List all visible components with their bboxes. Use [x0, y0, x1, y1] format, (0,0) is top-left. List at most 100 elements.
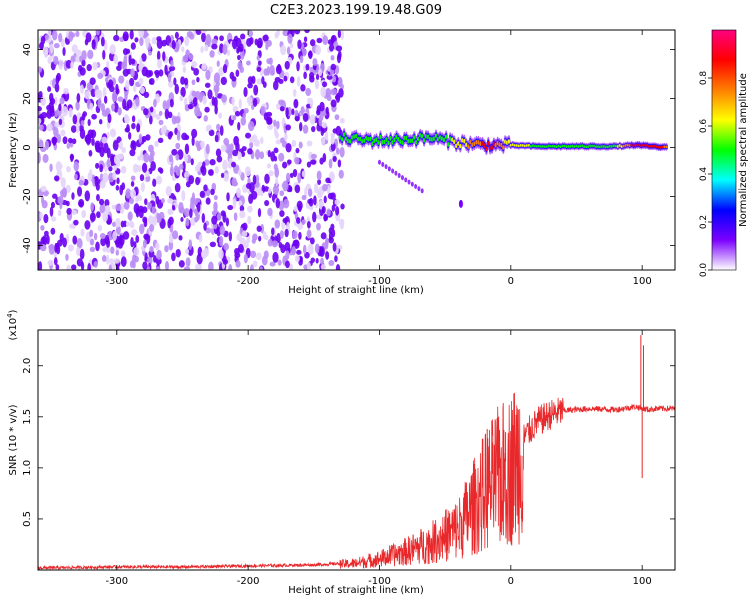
noise-blob — [214, 104, 218, 115]
noise-blob — [325, 88, 332, 98]
noise-blob — [310, 126, 316, 133]
noise-blob — [216, 212, 222, 221]
spectrogram-x-ticks: -300 -200 -100 0 100 — [105, 30, 652, 287]
noise-blob — [323, 195, 327, 204]
noise-blob — [154, 69, 160, 76]
snr-frame — [37, 329, 676, 571]
noise-blob — [339, 117, 345, 124]
noise-blob — [248, 136, 256, 143]
noise-blob — [79, 67, 86, 76]
noise-blob — [216, 123, 221, 131]
noise-blob — [266, 66, 270, 76]
noise-blob — [69, 32, 76, 38]
noise-blob — [307, 97, 312, 105]
noise-blob — [76, 238, 83, 249]
noise-blob — [138, 77, 144, 85]
noise-blob — [239, 43, 244, 52]
drift-blob — [458, 199, 463, 208]
noise-blob — [335, 45, 343, 52]
noise-blob — [334, 114, 340, 121]
noise-blob — [42, 234, 48, 246]
noise-blob — [276, 30, 280, 37]
noise-blob — [158, 110, 163, 116]
noise-blob — [108, 258, 115, 265]
noise-blob — [315, 73, 320, 81]
noise-blob — [282, 198, 290, 209]
noise-blob — [265, 42, 269, 51]
noise-blob — [68, 107, 73, 118]
noise-blob — [211, 96, 216, 106]
noise-blob — [176, 130, 181, 141]
noise-blob — [304, 187, 308, 198]
noise-blob — [332, 242, 337, 252]
noise-blob — [247, 148, 253, 155]
noise-blob — [205, 197, 211, 205]
noise-blob — [267, 124, 274, 130]
noise-blob — [199, 140, 205, 149]
noise-blob — [222, 43, 228, 55]
noise-blob — [96, 145, 102, 153]
snr-x-tick-label: 100 — [633, 576, 652, 587]
noise-blob — [171, 204, 176, 211]
noise-blob — [279, 190, 285, 197]
noise-blob — [38, 106, 42, 112]
noise-blob — [113, 34, 120, 42]
noise-blob — [270, 151, 276, 162]
noise-blob — [50, 201, 56, 209]
noise-blob — [334, 199, 340, 205]
noise-blob — [335, 206, 340, 216]
noise-blob — [96, 211, 101, 219]
noise-blob — [275, 139, 282, 145]
noise-blob — [99, 203, 106, 214]
noise-blob — [232, 115, 237, 121]
noise-blob — [57, 195, 64, 205]
noise-blob — [165, 260, 169, 270]
signal-core — [453, 139, 456, 144]
noise-blob — [235, 142, 240, 152]
noise-blob — [337, 159, 342, 168]
noise-blob — [286, 46, 291, 55]
noise-blob — [73, 161, 79, 172]
noise-blob — [43, 213, 49, 224]
noise-blob — [109, 44, 116, 55]
noise-blob — [185, 257, 191, 267]
noise-blob — [200, 30, 207, 34]
noise-blob — [310, 153, 317, 160]
signal-core — [342, 132, 346, 137]
noise-blob — [91, 113, 97, 120]
noise-blob — [243, 253, 248, 264]
noise-blob — [301, 194, 307, 201]
drift-blob — [387, 166, 391, 172]
noise-blob — [207, 124, 212, 131]
noise-blob — [106, 247, 111, 253]
noise-blob — [40, 243, 47, 252]
noise-blob — [318, 116, 322, 127]
noise-blob — [317, 187, 324, 197]
noise-blob — [196, 76, 200, 83]
noise-blob — [241, 145, 247, 152]
noise-blob — [100, 36, 105, 47]
noise-blob — [150, 161, 156, 172]
noise-blob — [276, 120, 280, 130]
noise-blob — [121, 147, 126, 154]
noise-blob — [161, 39, 167, 47]
noise-blob — [50, 227, 56, 235]
noise-blob — [79, 248, 85, 260]
noise-blob — [130, 68, 135, 78]
noise-blob — [91, 39, 96, 50]
noise-blob — [234, 110, 241, 117]
noise-blob — [47, 56, 53, 65]
noise-blob — [260, 105, 265, 116]
noise-blob — [142, 239, 147, 249]
noise-blob — [258, 235, 262, 242]
noise-blob — [102, 172, 109, 183]
noise-blob — [93, 261, 98, 268]
noise-blob — [95, 241, 100, 252]
noise-blob — [113, 258, 120, 264]
noise-blob — [204, 158, 210, 166]
noise-blob — [262, 231, 267, 240]
noise-blob — [62, 237, 67, 248]
noise-blob — [240, 151, 246, 158]
noise-blob — [316, 170, 322, 181]
noise-blob — [211, 43, 218, 50]
